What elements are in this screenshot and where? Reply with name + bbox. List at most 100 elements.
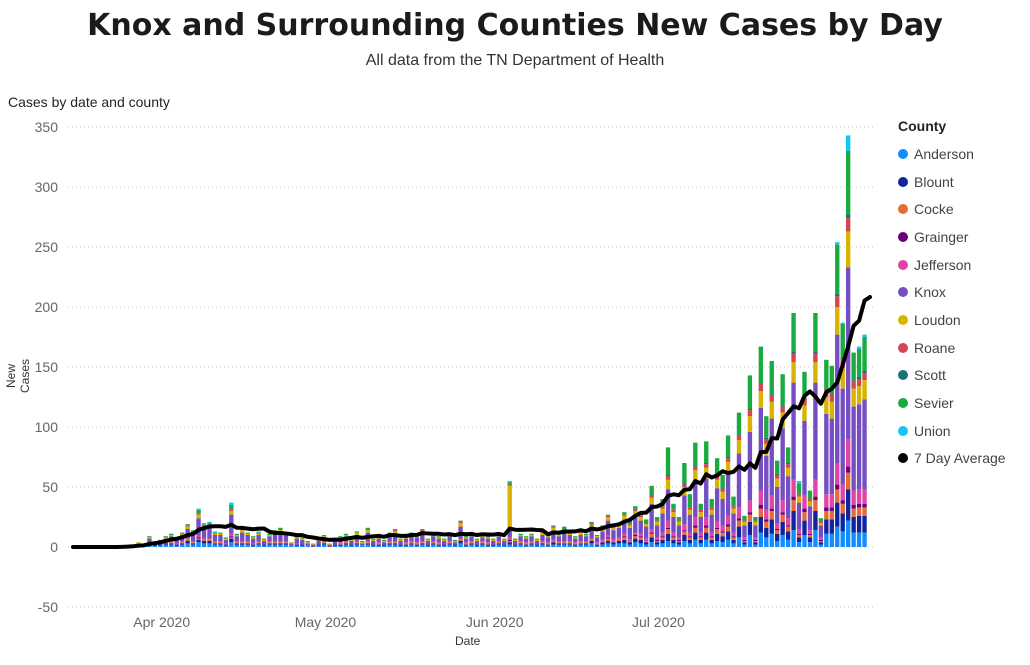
bar-segment-anderson[interactable] bbox=[616, 543, 622, 547]
bar-segment-blount[interactable] bbox=[442, 544, 447, 546]
bar-segment-loudon[interactable] bbox=[753, 521, 758, 526]
bar-segment-knox[interactable] bbox=[775, 487, 780, 523]
bar-segment-anderson[interactable] bbox=[583, 544, 589, 547]
bar-segment-loudon[interactable] bbox=[840, 368, 845, 389]
bar-segment-anderson[interactable] bbox=[589, 543, 594, 547]
bar-segment-jefferson[interactable] bbox=[267, 541, 272, 543]
bar-segment-blount[interactable] bbox=[764, 527, 769, 538]
bar-segment-roane[interactable] bbox=[665, 476, 671, 480]
bar-segment-knox[interactable] bbox=[693, 479, 698, 517]
bar-segment-cocke[interactable] bbox=[480, 542, 485, 544]
bar-segment-blount[interactable] bbox=[300, 544, 305, 546]
bar-segment-loudon[interactable] bbox=[616, 525, 622, 528]
bar-segment-blount[interactable] bbox=[622, 539, 627, 544]
bar-segment-anderson[interactable] bbox=[693, 539, 698, 547]
bar-segment-loudon[interactable] bbox=[480, 536, 485, 538]
bar-segment-loudon[interactable] bbox=[502, 539, 507, 541]
bar-segment-jefferson[interactable] bbox=[638, 533, 643, 537]
bar-segment-anderson[interactable] bbox=[272, 544, 278, 547]
bar-segment-loudon[interactable] bbox=[305, 542, 310, 544]
bar-segment-knox[interactable] bbox=[540, 535, 545, 541]
bar-segment-roane[interactable] bbox=[698, 509, 703, 513]
bar-segment-knox[interactable] bbox=[431, 536, 436, 541]
bar-segment-grainger[interactable] bbox=[742, 539, 747, 541]
bar-segment-scott[interactable] bbox=[813, 351, 818, 354]
bar-segment-jefferson[interactable] bbox=[720, 525, 725, 532]
bar-segment-knox[interactable] bbox=[600, 531, 605, 540]
legend-item-loudon[interactable]: Loudon bbox=[898, 306, 1006, 334]
bar-segment-sevier[interactable] bbox=[671, 503, 676, 510]
bar-segment-sevier[interactable] bbox=[179, 532, 185, 534]
bar-segment-sevier[interactable] bbox=[381, 539, 387, 541]
bar-segment-anderson[interactable] bbox=[381, 545, 387, 547]
bar-segment-roane[interactable] bbox=[802, 399, 807, 406]
bar-segment-knox[interactable] bbox=[824, 413, 829, 495]
bar-segment-knox[interactable] bbox=[758, 407, 764, 491]
bar-segment-loudon[interactable] bbox=[392, 531, 398, 534]
bar-segment-anderson[interactable] bbox=[409, 544, 414, 547]
bar-segment-sevier[interactable] bbox=[218, 532, 223, 534]
bar-segment-anderson[interactable] bbox=[780, 535, 785, 547]
bar-segment-anderson[interactable] bbox=[398, 545, 403, 547]
bar-segment-roane[interactable] bbox=[365, 529, 370, 531]
bar-segment-jefferson[interactable] bbox=[562, 541, 567, 543]
bar-segment-scott[interactable] bbox=[785, 463, 791, 465]
bar-segment-union[interactable] bbox=[862, 334, 867, 337]
bar-segment-sevier[interactable] bbox=[785, 447, 791, 463]
bar-segment-knox[interactable] bbox=[742, 525, 747, 538]
bar-segment-blount[interactable] bbox=[376, 544, 381, 546]
bar-segment-anderson[interactable] bbox=[769, 533, 774, 547]
bar-segment-loudon[interactable] bbox=[463, 537, 469, 539]
bar-segment-anderson[interactable] bbox=[332, 545, 338, 547]
bar-segment-blount[interactable] bbox=[316, 544, 321, 546]
bar-segment-sevier[interactable] bbox=[835, 244, 840, 294]
bar-segment-jefferson[interactable] bbox=[196, 535, 201, 538]
bar-segment-anderson[interactable] bbox=[529, 544, 534, 547]
bar-segment-loudon[interactable] bbox=[671, 512, 676, 517]
bar-segment-blount[interactable] bbox=[802, 520, 807, 535]
bar-segment-blount[interactable] bbox=[338, 544, 343, 546]
bar-segment-knox[interactable] bbox=[300, 539, 305, 545]
bar-segment-knox[interactable] bbox=[518, 536, 523, 541]
bar-segment-loudon[interactable] bbox=[567, 533, 572, 535]
bar-segment-cocke[interactable] bbox=[229, 537, 234, 539]
bar-segment-sevier[interactable] bbox=[753, 517, 758, 521]
bar-segment-cocke[interactable] bbox=[725, 526, 731, 532]
bar-segment-union[interactable] bbox=[229, 502, 234, 505]
bar-segment-knox[interactable] bbox=[573, 538, 578, 543]
bar-segment-knox[interactable] bbox=[491, 541, 496, 545]
bar-segment-blount[interactable] bbox=[676, 542, 682, 545]
bar-segment-knox[interactable] bbox=[567, 535, 572, 541]
bar-segment-grainger[interactable] bbox=[731, 536, 736, 538]
bar-segment-sevier[interactable] bbox=[534, 538, 540, 540]
bar-segment-anderson[interactable] bbox=[736, 537, 742, 547]
bar-segment-knox[interactable] bbox=[709, 514, 714, 533]
bar-segment-grainger[interactable] bbox=[764, 519, 769, 522]
bar-segment-anderson[interactable] bbox=[698, 543, 703, 547]
bar-segment-loudon[interactable] bbox=[747, 416, 753, 432]
bar-segment-anderson[interactable] bbox=[212, 544, 218, 547]
bar-segment-anderson[interactable] bbox=[179, 544, 185, 547]
bar-segment-jefferson[interactable] bbox=[463, 542, 469, 544]
bar-segment-cocke[interactable] bbox=[600, 541, 605, 543]
bar-segment-grainger[interactable] bbox=[840, 500, 845, 504]
bar-segment-jefferson[interactable] bbox=[354, 541, 360, 543]
bar-segment-grainger[interactable] bbox=[704, 525, 709, 528]
bar-segment-union[interactable] bbox=[845, 135, 851, 151]
bar-segment-cocke[interactable] bbox=[545, 543, 551, 545]
bar-segment-blount[interactable] bbox=[562, 543, 567, 545]
bar-segment-anderson[interactable] bbox=[758, 532, 764, 547]
bar-segment-anderson[interactable] bbox=[540, 544, 545, 547]
bar-segment-loudon[interactable] bbox=[551, 527, 556, 531]
bar-segment-loudon[interactable] bbox=[381, 541, 387, 543]
bar-segment-grainger[interactable] bbox=[687, 536, 693, 538]
bar-segment-cocke[interactable] bbox=[458, 539, 463, 541]
bar-segment-cocke[interactable] bbox=[818, 541, 824, 543]
bar-segment-anderson[interactable] bbox=[387, 544, 392, 547]
bar-segment-grainger[interactable] bbox=[698, 536, 703, 538]
bar-segment-grainger[interactable] bbox=[780, 512, 785, 515]
bar-segment-grainger[interactable] bbox=[709, 536, 714, 538]
bar-segment-grainger[interactable] bbox=[747, 512, 753, 515]
bar-segment-blount[interactable] bbox=[731, 539, 736, 544]
